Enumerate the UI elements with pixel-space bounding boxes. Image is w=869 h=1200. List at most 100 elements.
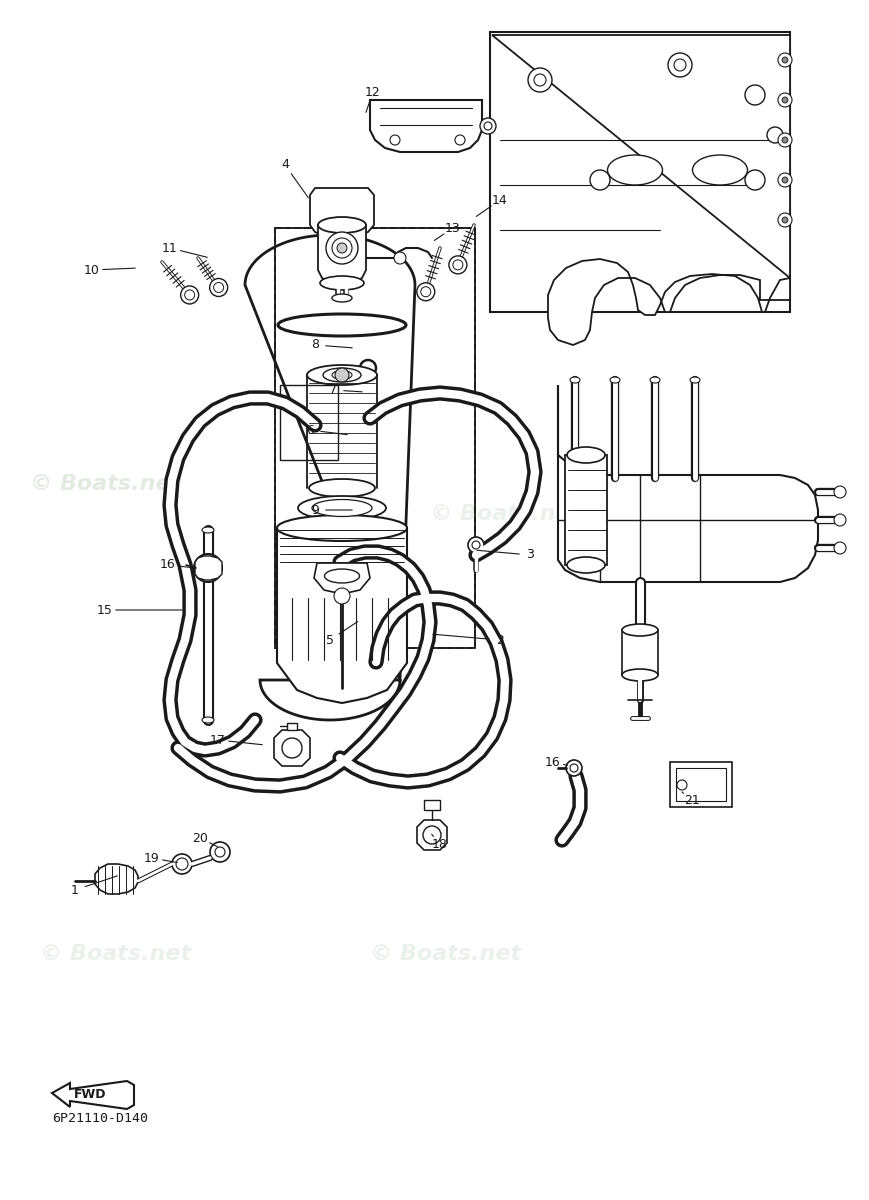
Text: © Boats.net: © Boats.net [30, 474, 182, 494]
Circle shape [528, 68, 552, 92]
Text: 3: 3 [526, 548, 534, 562]
Circle shape [745, 170, 765, 190]
Text: 11: 11 [163, 241, 178, 254]
Circle shape [181, 286, 199, 304]
Ellipse shape [567, 557, 605, 572]
Ellipse shape [622, 670, 658, 680]
Text: FWD: FWD [74, 1088, 107, 1102]
Circle shape [590, 170, 610, 190]
Text: 19: 19 [144, 852, 160, 864]
Text: 10: 10 [84, 264, 100, 276]
Circle shape [778, 92, 792, 107]
Circle shape [778, 173, 792, 187]
Circle shape [778, 53, 792, 67]
Circle shape [778, 214, 792, 227]
Ellipse shape [318, 217, 366, 233]
Bar [275, 228, 475, 648]
Circle shape [215, 847, 225, 857]
Ellipse shape [307, 365, 377, 385]
Circle shape [417, 283, 434, 301]
Ellipse shape [309, 479, 375, 497]
Ellipse shape [610, 377, 620, 383]
Circle shape [745, 85, 765, 104]
Bar [275, 228, 475, 648]
Text: 18: 18 [432, 839, 448, 852]
Circle shape [782, 56, 788, 62]
Circle shape [674, 59, 686, 71]
Polygon shape [95, 864, 138, 894]
Text: 5: 5 [326, 634, 334, 647]
Ellipse shape [607, 155, 662, 185]
Ellipse shape [202, 527, 214, 533]
Circle shape [449, 256, 467, 274]
Polygon shape [277, 528, 407, 703]
Text: 16: 16 [545, 756, 561, 768]
Circle shape [834, 514, 846, 526]
Circle shape [668, 53, 692, 77]
Polygon shape [314, 563, 370, 594]
Circle shape [677, 780, 687, 790]
Bar [565, 455, 607, 565]
Circle shape [360, 360, 376, 376]
Circle shape [782, 176, 788, 182]
Bar [676, 768, 726, 802]
Circle shape [326, 232, 358, 264]
Text: 6P21110-D140: 6P21110-D140 [52, 1112, 148, 1126]
Circle shape [472, 541, 480, 550]
Text: 9: 9 [311, 504, 319, 516]
Circle shape [480, 118, 496, 134]
Ellipse shape [622, 624, 658, 636]
Ellipse shape [320, 276, 364, 290]
Text: 14: 14 [492, 193, 507, 206]
Ellipse shape [298, 496, 386, 520]
Ellipse shape [332, 294, 352, 302]
Polygon shape [558, 385, 818, 582]
Circle shape [209, 278, 228, 296]
Circle shape [421, 287, 431, 296]
Polygon shape [370, 100, 482, 152]
Polygon shape [245, 235, 415, 720]
Text: © Boats.net: © Boats.net [430, 504, 581, 524]
Text: 12: 12 [365, 85, 381, 98]
Polygon shape [274, 730, 310, 766]
Text: 21: 21 [684, 793, 700, 806]
Ellipse shape [567, 446, 605, 463]
Polygon shape [287, 722, 297, 730]
Text: 4: 4 [281, 158, 289, 172]
Circle shape [337, 242, 347, 253]
Circle shape [778, 133, 792, 146]
Text: 17: 17 [210, 733, 226, 746]
Circle shape [214, 282, 223, 293]
Circle shape [453, 260, 463, 270]
Circle shape [570, 764, 578, 772]
Ellipse shape [202, 716, 214, 722]
Text: 2: 2 [496, 634, 504, 647]
Ellipse shape [278, 314, 406, 336]
Polygon shape [424, 800, 440, 810]
Circle shape [184, 290, 195, 300]
Circle shape [566, 760, 582, 776]
Circle shape [172, 854, 192, 874]
Polygon shape [52, 1081, 134, 1109]
Circle shape [390, 134, 400, 145]
Circle shape [534, 74, 546, 86]
Ellipse shape [570, 377, 580, 383]
Ellipse shape [323, 368, 361, 382]
Ellipse shape [324, 569, 360, 583]
Text: © Boats.net: © Boats.net [40, 944, 191, 964]
Text: © Boats.net: © Boats.net [370, 944, 521, 964]
Text: 20: 20 [192, 832, 208, 845]
Polygon shape [318, 226, 366, 283]
Circle shape [334, 588, 350, 604]
Text: 13: 13 [445, 222, 461, 234]
Text: 16: 16 [160, 558, 176, 571]
Circle shape [335, 368, 349, 382]
Circle shape [210, 842, 230, 862]
Text: 6: 6 [306, 424, 314, 437]
Bar [280, 385, 338, 460]
Circle shape [767, 127, 783, 143]
Circle shape [782, 97, 788, 103]
Polygon shape [492, 35, 790, 346]
Polygon shape [417, 820, 447, 850]
Circle shape [282, 738, 302, 758]
